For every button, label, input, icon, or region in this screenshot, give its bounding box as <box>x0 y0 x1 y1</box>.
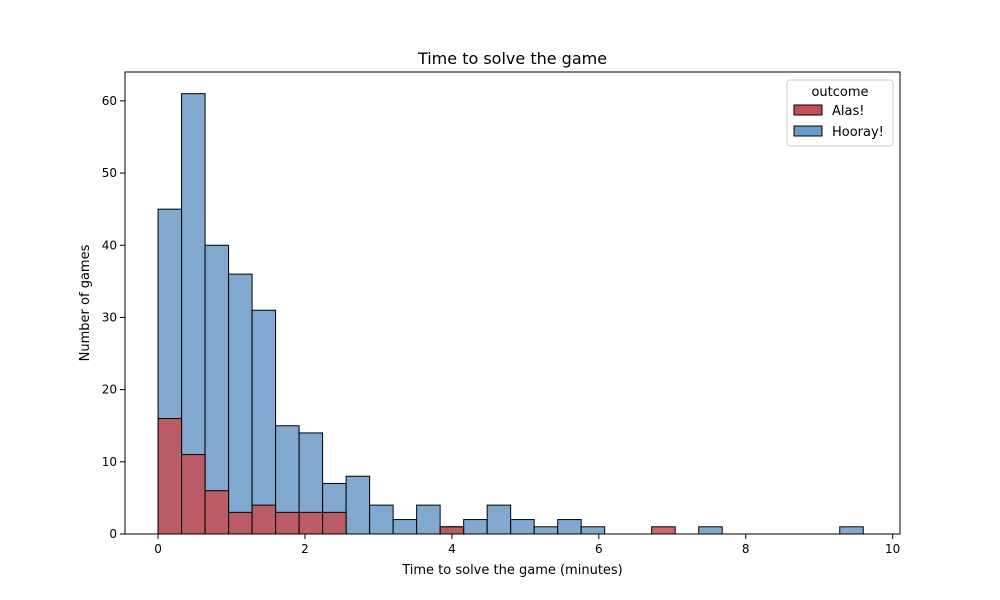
bar-alas-4 <box>251 504 277 535</box>
legend-title: outcome <box>811 85 868 100</box>
bar-hooray-23 <box>698 526 723 535</box>
bar-hooray-18 <box>580 526 606 535</box>
x-tick-label: 6 <box>595 542 603 556</box>
x-tick-label: 8 <box>742 542 750 556</box>
y-tick-label: 0 <box>109 527 117 541</box>
chart-title: Time to solve the game <box>417 49 607 68</box>
x-tick-label: 2 <box>301 542 309 556</box>
y-axis-label: Number of games <box>78 244 93 361</box>
bar-alas-6 <box>298 511 324 535</box>
y-tick-label: 50 <box>102 166 117 180</box>
bar-alas-5 <box>275 511 300 535</box>
plot-area-frame <box>124 71 901 535</box>
bar-hooray-9 <box>369 504 394 535</box>
bar-hooray-13 <box>463 519 488 535</box>
legend-swatch-hooray <box>793 125 823 137</box>
y-axis: 0 10 20 30 40 50 60 <box>102 94 125 541</box>
bar-hooray-10 <box>392 519 418 535</box>
y-tick-label: 30 <box>102 310 117 324</box>
bar-alas-21 <box>651 526 676 535</box>
bar-alas-7 <box>322 511 347 535</box>
legend-swatch-alas <box>793 104 823 116</box>
y-tick-label: 10 <box>102 455 117 469</box>
bar-hooray-3 <box>228 273 253 535</box>
bar-alas-3 <box>228 511 253 535</box>
bar-alas-12 <box>439 526 465 535</box>
bar-hooray-8 <box>345 475 371 535</box>
bar-hooray-4 <box>251 309 277 535</box>
x-tick-label: 4 <box>448 542 456 556</box>
x-tick-label: 10 <box>885 542 900 556</box>
bar-hooray-11 <box>416 504 441 535</box>
legend-label-hooray: Hooray! <box>832 125 884 140</box>
bar-hooray-14 <box>486 504 512 535</box>
bar-alas-1 <box>181 454 206 535</box>
y-tick-label: 60 <box>102 94 117 108</box>
bars-layer <box>157 93 864 535</box>
y-tick-label: 40 <box>102 238 117 252</box>
bar-alas-0 <box>157 418 183 535</box>
y-tick-label: 20 <box>102 383 117 397</box>
bar-hooray-16 <box>533 526 559 535</box>
legend: outcome Alas! Hooray! <box>786 79 894 147</box>
bar-hooray-15 <box>510 519 535 535</box>
x-tick-label: 0 <box>154 542 162 556</box>
bar-alas-2 <box>204 490 230 535</box>
bar-hooray-17 <box>557 519 582 535</box>
x-axis-label: Time to solve the game (minutes) <box>401 563 623 578</box>
x-axis: 0 2 4 6 8 10 <box>154 534 900 556</box>
bar-hooray-29 <box>839 526 864 535</box>
legend-label-alas: Alas! <box>832 104 864 119</box>
